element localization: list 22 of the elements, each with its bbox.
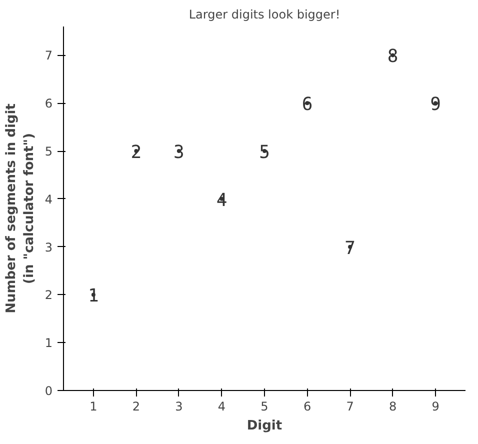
y-tick-label: 2: [44, 288, 53, 302]
y-axis-title: Number of segments in digit (in "calculator font"): [4, 104, 37, 314]
x-tick-label: 1: [90, 400, 98, 414]
x-axis-title: Digit: [246, 418, 282, 434]
chart-title: Larger digits look bigger!: [188, 8, 340, 22]
y-tick-label: 5: [44, 144, 53, 159]
x-tick-label: 8: [388, 400, 397, 414]
x-tick-label: 4: [218, 400, 226, 414]
annotation: 4: [216, 190, 228, 211]
annotation: 9: [430, 94, 441, 116]
y-tick-label: 0: [44, 384, 53, 398]
x-tick-label: 6: [303, 400, 312, 414]
y-tick-label: 3: [44, 240, 53, 254]
y-tick-label: 4: [44, 192, 53, 206]
x-tick-label: 5: [260, 400, 268, 414]
x-tick-label: 3: [175, 400, 183, 414]
x-tick-label: 9: [432, 400, 440, 414]
y-tick-label: 1: [44, 336, 53, 350]
x-tick-label: 2: [132, 400, 140, 414]
y-tick-label: 6: [44, 96, 53, 111]
x-tick-label: 7: [346, 400, 354, 414]
y-tick-label: 7: [44, 48, 53, 63]
